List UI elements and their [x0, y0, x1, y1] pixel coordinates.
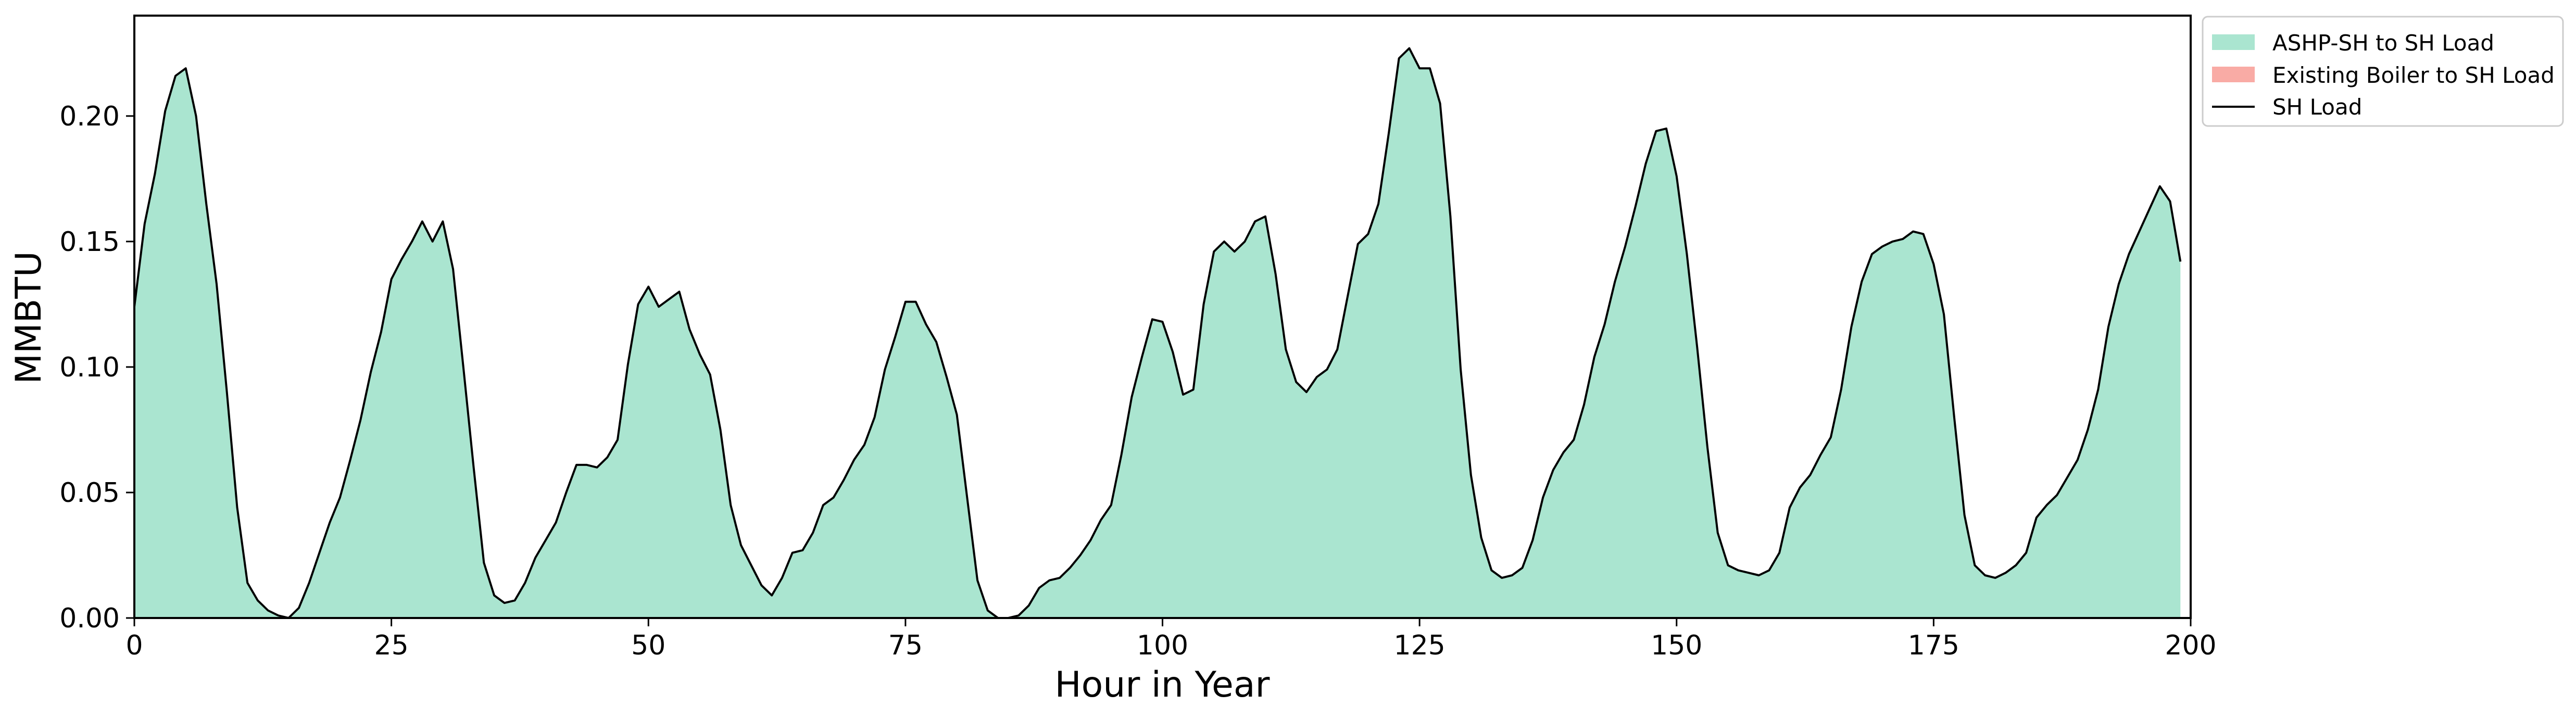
y-tick-label: 0.20 [59, 101, 120, 132]
line-series-sh-load [133, 47, 2182, 619]
legend-label-sh-load: SH Load [2272, 94, 2362, 120]
x-tick-label: 25 [374, 630, 409, 661]
legend-frame [2202, 16, 2564, 127]
x-tick-label: 125 [1393, 630, 1445, 661]
y-tick-label: 0.05 [59, 477, 120, 509]
y-tick-label: 0.00 [59, 603, 120, 634]
y-axis: 0.00 0.05 0.10 0.15 0.20 [59, 101, 134, 634]
legend: ASHP-SH to SH Load Existing Boiler to SH… [2202, 16, 2564, 127]
y-axis-title: MMBTU [8, 251, 49, 384]
y-tick-label: 0.15 [59, 226, 120, 258]
line-layer [133, 47, 2182, 619]
x-tick-label: 50 [631, 630, 665, 661]
area-series-0 [134, 48, 2181, 619]
x-tick-label: 100 [1137, 630, 1188, 661]
y-tick-label: 0.10 [59, 352, 120, 383]
x-tick-label: 175 [1908, 630, 1959, 661]
x-axis-title: Hour in Year [1055, 664, 1270, 705]
x-tick-label: 0 [125, 630, 143, 661]
x-axis: 0 25 50 75 100 125 150 175 200 [125, 618, 2217, 661]
legend-label-boiler: Existing Boiler to SH Load [2272, 62, 2555, 88]
x-tick-label: 150 [1651, 630, 1702, 661]
x-tick-label: 200 [2165, 630, 2216, 661]
area-layer [134, 48, 2181, 619]
legend-swatch-ashp [2212, 34, 2255, 50]
x-tick-label: 75 [888, 630, 923, 661]
legend-swatch-boiler [2212, 67, 2255, 82]
legend-label-ashp: ASHP-SH to SH Load [2272, 30, 2494, 56]
